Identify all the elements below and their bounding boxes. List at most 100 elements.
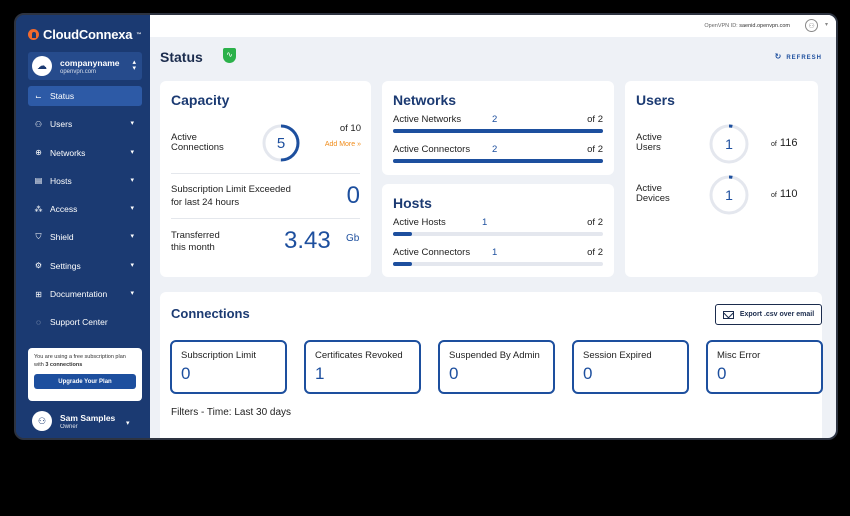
networks-row-value: 2 [492,144,498,155]
active-users-label: Active Users [636,132,662,153]
refresh-button[interactable]: ↻ REFRESH [774,52,822,61]
hosts-progress-bar [393,262,603,266]
active-devices-value: 1 [725,187,733,203]
stat-value: 0 [717,364,727,383]
networks-row-total: of 2 [587,114,603,125]
hosts-title: Hosts [393,195,432,211]
top-bar: OpenVPN ID: saenid.openvpn.com ⚇ ▾ [150,15,836,37]
sidebar-item-users[interactable]: ⚇ Users ▾ [28,114,142,134]
transferred-value: 3.43 [284,227,331,254]
brand-tm: ™ [136,31,142,38]
main-content: OpenVPN ID: saenid.openvpn.com ⚇ ▾ Statu… [150,15,836,438]
networks-title: Networks [393,92,457,108]
envelope-icon [722,310,734,319]
globe-icon: ⊕ [35,148,42,158]
upgrade-plan-button[interactable]: Upgrade Your Plan [34,374,136,389]
openvpn-id: OpenVPN ID: saenid.openvpn.com [704,23,790,29]
networks-row-label: Active Networks [393,114,462,125]
sidebar-item-shield[interactable]: ⛉ Shield ▾ [28,227,142,247]
divider [171,218,360,219]
sidebar-item-label: Shield [50,232,74,243]
chevron-down-icon: ▾ [130,290,134,298]
connection-stat-card: Certificates Revoked 1 [304,340,421,394]
sidebar-nav: ⌙ Status ⚇ Users ▾ ⊕ Networks ▾ ▤ Hosts ▾ ⁂ Access ▾ ⛉… [28,86,142,341]
sidebar-item-label: Networks [50,147,86,158]
active-devices-label: Active Devices [636,183,670,204]
chevron-down-icon: ▾ [130,148,134,156]
hosts-progress-fill [393,232,412,236]
networks-row-total: of 2 [587,144,603,155]
org-domain: openvpn.com [60,68,97,75]
hosts-row-total: of 2 [587,247,603,258]
hosts-card: Hosts Active Hosts 1 of 2 Active Connectors… [382,184,614,277]
capacity-card: Capacity Active Connections 5 of 10 Add M… [160,81,371,277]
org-switcher[interactable]: ☁ companyname openvpn.com ▴ ▾ [28,52,142,80]
cloud-icon: ☁ [32,56,52,76]
gear-icon: ⚙ [34,261,43,271]
chevron-down-icon[interactable]: ▾ [126,420,130,427]
active-users-ring [709,124,749,164]
users-card: Users Active Users 1 of 116 Active Devices… [625,81,818,277]
connection-stat-card: Suspended By Admin 0 [438,340,555,394]
chevron-updown-icon: ▴ ▾ [132,59,136,72]
sidebar-item-support-center[interactable]: ◌ Support Center [28,312,142,332]
users-title: Users [636,92,675,108]
hosts-progress-fill [393,262,412,266]
sidebar-item-hosts[interactable]: ▤ Hosts ▾ [28,171,142,191]
openvpn-logo-icon [28,29,39,40]
sidebar-item-networks[interactable]: ⊕ Networks ▾ [28,143,142,163]
subscription-limit-sub: for last 24 hours [171,197,240,208]
sidebar-item-documentation[interactable]: ⊞ Documentation ▾ [28,284,142,304]
active-devices-ring [709,175,749,215]
stat-label: Subscription Limit [181,350,256,361]
users-icon: ⚇ [34,119,43,129]
sidebar-item-status[interactable]: ⌙ Status [28,86,142,106]
connection-stat-card: Session Expired 0 [572,340,689,394]
stat-value: 0 [583,364,593,383]
sidebar-item-settings[interactable]: ⚙ Settings ▾ [28,256,142,276]
transferred-sub: this month [171,242,215,253]
divider [171,173,360,174]
chevron-down-icon: ▾ [130,120,134,128]
transferred-unit: Gb [346,233,360,244]
connection-stat-card: Subscription Limit 0 [170,340,287,394]
user-role: Owner [60,423,78,430]
hosts-row-value: 1 [482,217,488,228]
stat-value: 0 [449,364,459,383]
stat-value: 0 [181,364,191,383]
devices-total: of 110 [771,188,798,200]
user-avatar-icon: ⚇ [32,411,52,431]
networks-progress-fill [393,129,603,133]
org-name: companyname [60,57,120,68]
active-connections-label: Active Connections [171,132,224,153]
user-menu[interactable]: ⚇ Sam Samples Owner [32,411,115,431]
export-csv-button[interactable]: Export .csv over email [715,304,822,325]
brand-name: CloudConnexa [43,27,133,42]
sidebar-item-label: Hosts [50,175,72,186]
brand-logo[interactable]: CloudConnexa ™ [28,27,141,42]
shield-status-icon: ∿ [223,48,236,63]
add-more-link[interactable]: Add More » [324,141,361,148]
chat-icon: ◌ [36,317,41,327]
server-icon: ▤ [34,176,43,186]
sidebar-item-label: Support Center [50,317,108,328]
hosts-row-label: Active Hosts [393,217,446,228]
user-name: Sam Samples [60,412,116,423]
app-window: CloudConnexa ™ ☁ companyname openvpn.com … [14,13,838,440]
active-users-value: 1 [725,136,733,152]
sidebar-item-access[interactable]: ⁂ Access ▾ [28,199,142,219]
refresh-icon: ↻ [774,52,783,61]
networks-progress-bar [393,159,603,163]
sidebar-item-label: Status [50,91,75,101]
hosts-row-total: of 2 [587,217,603,228]
stat-label: Session Expired [583,350,652,361]
account-avatar-icon[interactable]: ⚇ [805,19,818,32]
chevron-down-icon: ▾ [130,205,134,213]
sidebar-item-label: Access [50,204,78,215]
chevron-down-icon[interactable]: ▾ [824,22,828,28]
subscription-limit-value: 0 [346,182,360,209]
connection-stat-card: Misc Error 0 [706,340,823,394]
sidebar-item-label: Settings [50,260,81,271]
capacity-title: Capacity [171,92,230,108]
sidebar-item-label: Users [50,119,73,130]
